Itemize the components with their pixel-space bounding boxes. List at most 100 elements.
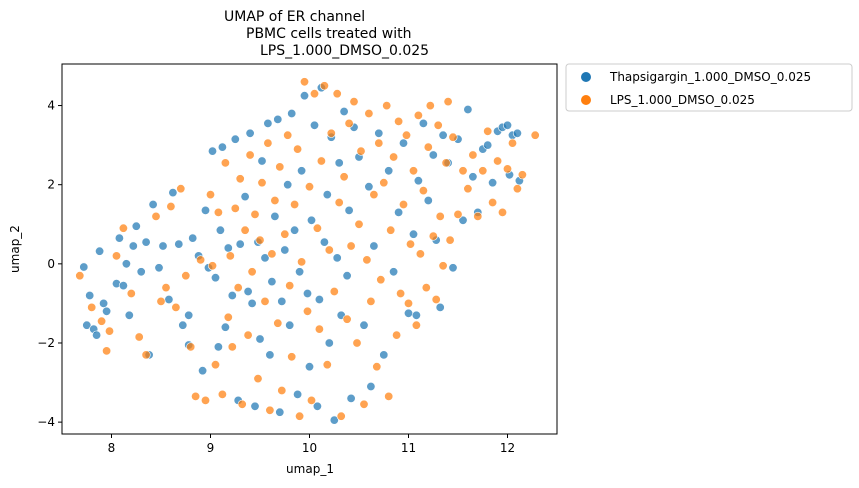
point-lps-82 (359, 399, 369, 409)
y-axis-ticks: −4 −2 0 2 4 (37, 99, 62, 429)
point-thapsigargin-6 (99, 298, 109, 308)
y-axis-label: umap_2 (8, 225, 22, 273)
point-lps-5 (112, 251, 122, 261)
point-thapsigargin-29 (201, 205, 211, 215)
point-lps-105 (415, 249, 425, 259)
point-lps-84 (364, 109, 374, 119)
point-thapsigargin-101 (411, 310, 421, 320)
point-thapsigargin-1 (82, 320, 92, 330)
x-tick-label: 9 (207, 441, 215, 455)
point-lps-87 (372, 362, 382, 372)
point-lps-44 (265, 405, 275, 415)
point-thapsigargin-80 (332, 253, 342, 263)
legend: Thapsigargin_1.000_DMSO_0.025 LPS_1.000_… (565, 63, 853, 112)
point-lps-59 (302, 306, 312, 316)
point-lps-31 (233, 283, 243, 293)
point-lps-104 (413, 110, 423, 120)
point-lps-16 (181, 271, 191, 281)
point-lps-129 (502, 164, 512, 174)
point-lps-18 (191, 391, 201, 401)
point-thapsigargin-70 (306, 215, 316, 225)
point-thapsigargin-49 (255, 334, 265, 344)
point-lps-68 (324, 245, 334, 255)
point-lps-2 (97, 316, 107, 326)
point-lps-49 (277, 385, 287, 395)
point-lps-119 (453, 209, 463, 219)
point-lps-4 (105, 326, 115, 336)
chart-title: UMAP of ER channel PBMC cells treated wi… (224, 9, 429, 59)
point-thapsigargin-15 (136, 267, 146, 277)
point-thapsigargin-68 (302, 288, 312, 298)
point-lps-35 (243, 330, 253, 340)
point-thapsigargin-94 (379, 350, 389, 360)
point-thapsigargin-102 (413, 176, 423, 186)
point-thapsigargin-89 (359, 320, 369, 330)
point-lps-45 (267, 249, 277, 259)
point-lps-15 (176, 184, 186, 194)
point-thapsigargin-9 (114, 233, 124, 243)
point-lps-86 (369, 190, 379, 200)
point-lps-78 (349, 97, 359, 107)
point-thapsigargin-56 (273, 114, 283, 124)
point-thapsigargin-85 (344, 205, 354, 215)
point-thapsigargin-67 (299, 91, 309, 101)
point-thapsigargin-72 (312, 401, 322, 411)
point-lps-98 (398, 200, 408, 210)
point-lps-85 (366, 296, 376, 306)
point-lps-81 (356, 146, 366, 156)
point-thapsigargin-73 (314, 294, 324, 304)
point-lps-65 (316, 156, 326, 166)
point-thapsigargin-65 (295, 267, 305, 277)
point-thapsigargin-13 (128, 241, 138, 251)
point-thapsigargin-55 (270, 211, 280, 221)
point-thapsigargin-38 (223, 243, 233, 253)
point-thapsigargin-51 (260, 253, 270, 263)
point-lps-95 (392, 330, 402, 340)
point-lps-17 (186, 342, 196, 352)
point-thapsigargin-86 (346, 393, 356, 403)
y-tick-label: 4 (47, 99, 55, 113)
point-lps-79 (352, 338, 362, 348)
point-lps-52 (285, 281, 295, 291)
point-lps-57 (297, 257, 307, 267)
point-thapsigargin-4 (92, 330, 102, 340)
point-thapsigargin-43 (240, 192, 250, 202)
data-points (75, 77, 540, 425)
point-thapsigargin-79 (329, 415, 339, 425)
point-thapsigargin-59 (280, 245, 290, 255)
point-lps-75 (342, 314, 352, 324)
legend-marker-thapsigargin (581, 72, 591, 82)
point-lps-127 (493, 156, 503, 166)
point-lps-89 (376, 275, 386, 285)
point-lps-10 (151, 211, 161, 221)
point-lps-96 (394, 116, 404, 126)
point-thapsigargin-105 (428, 150, 438, 160)
point-lps-67 (322, 360, 332, 370)
point-lps-91 (382, 101, 392, 111)
point-thapsigargin-58 (277, 296, 287, 306)
point-lps-60 (304, 182, 314, 192)
point-thapsigargin-98 (398, 138, 408, 148)
point-lps-23 (211, 360, 221, 370)
point-thapsigargin-35 (215, 225, 225, 235)
point-lps-97 (396, 288, 406, 298)
point-thapsigargin-93 (374, 128, 384, 138)
point-lps-21 (206, 190, 216, 200)
point-thapsigargin-81 (334, 158, 344, 168)
legend-label-thapsigargin: Thapsigargin_1.000_DMSO_0.025 (609, 70, 811, 84)
legend-frame (565, 63, 853, 112)
point-lps-43 (263, 138, 273, 148)
point-thapsigargin-44 (243, 286, 253, 296)
point-lps-114 (438, 261, 448, 271)
point-thapsigargin-31 (184, 310, 194, 320)
point-lps-1 (87, 302, 97, 312)
point-thapsigargin-117 (483, 140, 493, 150)
point-lps-77 (346, 241, 356, 251)
point-lps-74 (339, 172, 349, 182)
point-lps-22 (208, 261, 218, 271)
point-lps-122 (468, 150, 478, 160)
point-lps-28 (225, 251, 235, 261)
point-thapsigargin-114 (468, 172, 478, 182)
point-thapsigargin-60 (283, 180, 293, 190)
